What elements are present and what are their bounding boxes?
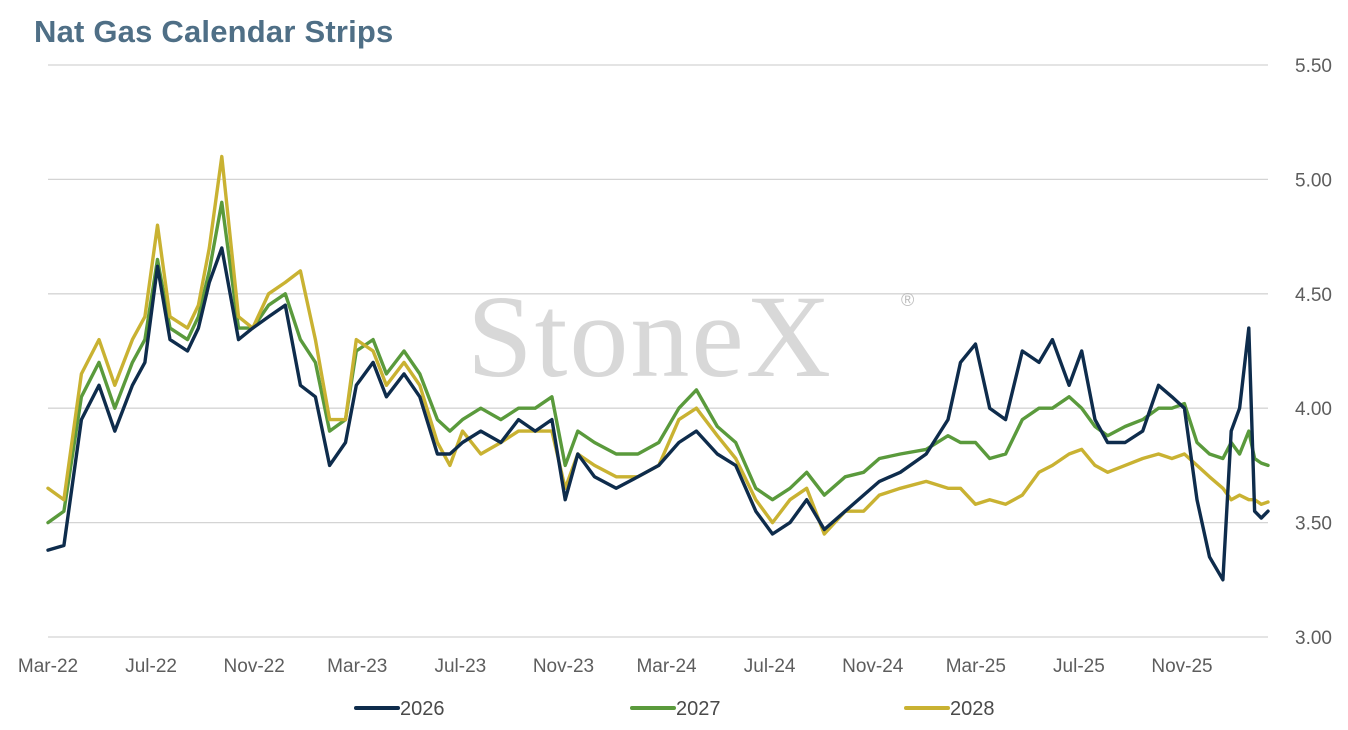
x-tick-label: Nov-24: [842, 656, 904, 677]
y-tick-label: 3.00: [1295, 628, 1332, 649]
series-layer: [46, 154, 1270, 582]
x-tick-label: Nov-25: [1151, 656, 1212, 677]
grid-lines: [48, 64, 1268, 638]
y-tick-label: 5.50: [1295, 56, 1332, 77]
y-tick-label: 3.50: [1295, 514, 1332, 535]
x-tick-label: Jul-24: [744, 656, 796, 677]
x-tick-label: Jul-23: [434, 656, 486, 677]
series-line-2028: [46, 154, 1270, 536]
x-tick-label: Jul-22: [125, 656, 177, 677]
x-tick-label: Mar-22: [18, 656, 78, 677]
series-line-2027: [46, 200, 1270, 525]
x-tick-label: Nov-23: [533, 656, 594, 677]
chart-title: Nat Gas Calendar Strips: [34, 14, 394, 49]
y-axis-ticks: 3.00 3.50 4.00 4.50 5.00 5.50: [1295, 56, 1332, 649]
y-tick-label: 4.50: [1295, 285, 1332, 306]
x-tick-label: Mar-24: [636, 656, 697, 677]
registered-mark: ®: [901, 290, 914, 310]
y-tick-label: 5.00: [1295, 170, 1332, 191]
x-tick-label: Mar-23: [327, 656, 387, 677]
legend: 2026 2027 2028: [354, 698, 995, 720]
x-tick-label: Mar-25: [946, 656, 1006, 677]
x-tick-label: Jul-25: [1053, 656, 1105, 677]
legend-label-2027: 2027: [676, 698, 721, 720]
series-line-2026: [46, 246, 1270, 582]
x-tick-label: Nov-22: [224, 656, 285, 677]
stonex-watermark: StoneX: [467, 271, 833, 402]
x-axis-ticks: Mar-22 Jul-22 Nov-22 Mar-23 Jul-23 Nov-23 Mar-…: [18, 656, 1213, 677]
legend-label-2026: 2026: [400, 698, 445, 720]
y-tick-label: 4.00: [1295, 399, 1332, 420]
legend-label-2028: 2028: [950, 698, 995, 720]
